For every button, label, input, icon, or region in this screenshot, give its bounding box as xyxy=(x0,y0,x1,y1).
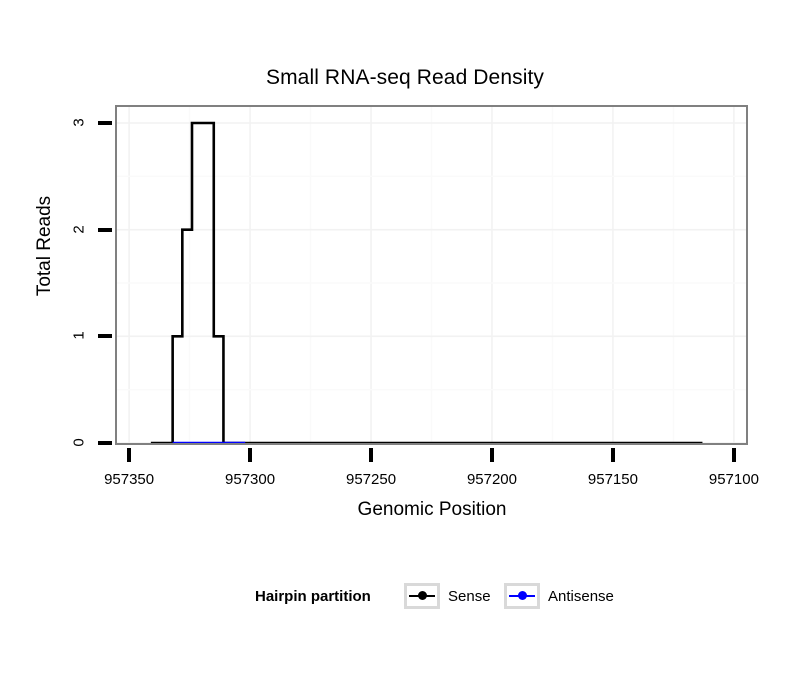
legend-key-sense[interactable] xyxy=(404,583,440,609)
y-tick-mark xyxy=(98,121,112,125)
x-axis-label: Genomic Position xyxy=(357,499,507,520)
gridlines xyxy=(117,107,746,443)
y-tick-label: 3 xyxy=(70,118,88,127)
x-tick-label: 957200 xyxy=(466,471,517,488)
y-tick-mark xyxy=(98,227,112,232)
y-tick-mark xyxy=(98,334,112,339)
plot-panel xyxy=(115,105,748,445)
x-tick-mark xyxy=(248,448,253,462)
legend-key-dot xyxy=(518,591,527,600)
x-tick-label: 957100 xyxy=(708,471,759,488)
y-tick-label: 1 xyxy=(70,331,88,340)
y-tick-mark xyxy=(98,441,112,445)
series-line-sense xyxy=(150,121,703,443)
legend-key-dot xyxy=(418,591,427,600)
x-tick-mark xyxy=(731,448,736,462)
x-tick-mark xyxy=(127,448,132,462)
chart-title: Small RNA-seq Read Density xyxy=(265,66,545,89)
legend-label-antisense: Antisense xyxy=(548,588,614,605)
y-axis-label: Total Reads xyxy=(34,195,55,297)
legend-label-sense: Sense xyxy=(448,588,491,605)
legend-key-antisense[interactable] xyxy=(504,583,540,609)
x-tick-mark xyxy=(489,448,494,462)
x-tick-label: 957150 xyxy=(587,471,638,488)
x-tick-mark xyxy=(610,448,615,462)
plot-area xyxy=(117,107,746,443)
legend-title: Hairpin partition xyxy=(255,588,371,605)
x-tick-label: 957350 xyxy=(104,471,155,488)
y-tick-label: 2 xyxy=(70,224,88,234)
x-tick-label: 957250 xyxy=(345,471,397,488)
x-tick-label: 957300 xyxy=(225,471,276,488)
y-tick-label: 0 xyxy=(70,438,88,447)
x-tick-mark xyxy=(369,448,374,462)
